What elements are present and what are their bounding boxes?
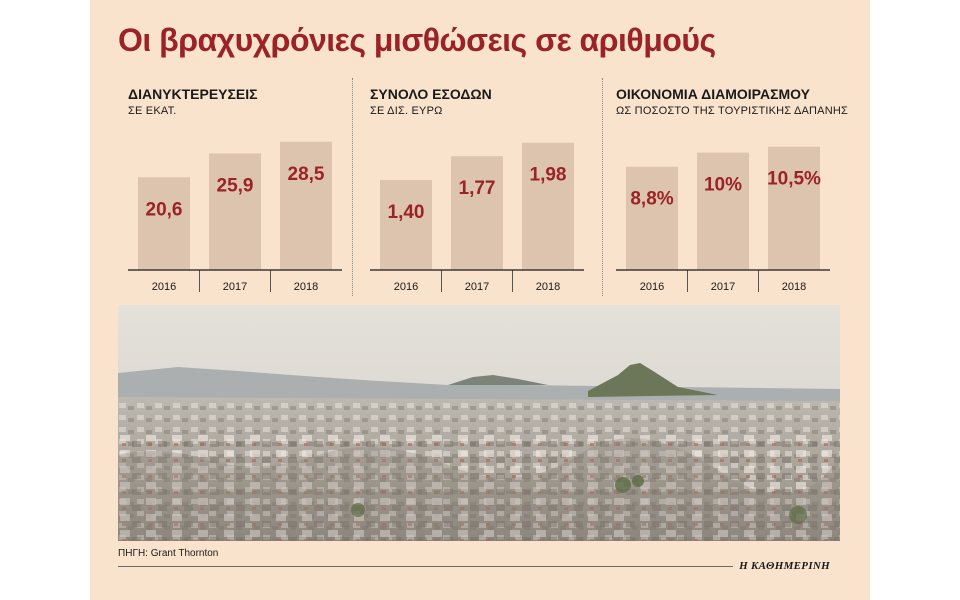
chart-title: ΣΥΝΟΛΟ ΕΣΟΔΩΝ <box>370 86 492 102</box>
chart-overnight-stays: ΔΙΑΝΥΚΤΕΡΕΥΣΕΙΣ ΣΕ ΕΚΑΤ. 20,6 2016 25,9 201… <box>128 80 358 295</box>
tick-label: 2017 <box>465 281 489 293</box>
bar-2016 <box>380 180 432 270</box>
publisher-logo: Η ΚΑΘΗΜΕΡΙΝΗ <box>739 560 830 572</box>
chart-separator <box>602 78 603 296</box>
chart-separator <box>352 78 353 296</box>
bar-2016 <box>626 166 678 270</box>
bar-chart-svg: 20,6 2016 25,9 2017 28,5 2018 <box>128 141 342 293</box>
chart-total-revenue: ΣΥΝΟΛΟ ΕΣΟΔΩΝ ΣΕ ΔΙΣ. ΕΥΡΩ 1,40 2016 1,77 2… <box>370 80 600 295</box>
athens-cityscape-photo <box>118 305 840 541</box>
bar-chart-svg: 8,8% 2016 10% 2017 10,5% 2018 <box>616 146 830 293</box>
data-label: 20,6 <box>146 199 183 220</box>
bar-2017 <box>451 156 503 270</box>
source-note: ΠΗΓΗ: Grant Thornton <box>118 548 219 559</box>
footer-divider <box>118 566 733 567</box>
data-label: 1,40 <box>388 202 425 223</box>
bar-2018 <box>280 141 332 270</box>
tick-label: 2016 <box>640 281 664 293</box>
bar-chart-svg: 1,40 2016 1,77 2017 1,98 2018 <box>370 142 584 293</box>
tick-label: 2018 <box>536 281 560 293</box>
chart-subtitle: ΣΕ ΔΙΣ. ΕΥΡΩ <box>370 105 443 117</box>
main-title: Οι βραχυχρόνιες μισθώσεις σε αριθμούς <box>118 22 716 58</box>
chart-sharing-economy: ΟΙΚΟΝΟΜΙΑ ΔΙΑΜΟΙΡΑΣΜΟΥ ΩΣ ΠΟΣΟΣΤΟ ΤΗΣ ΤΟ… <box>616 80 848 295</box>
chart-title: ΔΙΑΝΥΚΤΕΡΕΥΣΕΙΣ <box>128 86 258 102</box>
tick-label: 2016 <box>394 281 418 293</box>
data-label: 25,9 <box>217 175 254 196</box>
tick-label: 2017 <box>711 281 735 293</box>
chart-subtitle: ΩΣ ΠΟΣΟΣΤΟ ΤΗΣ ΤΟΥΡΙΣΤΙΚΗΣ ΔΑΠΑΝΗΣ <box>616 105 848 117</box>
chart-title: ΟΙΚΟΝΟΜΙΑ ΔΙΑΜΟΙΡΑΣΜΟΥ <box>616 86 810 102</box>
bar-2017 <box>697 152 749 270</box>
bar-2017 <box>209 153 261 270</box>
tick-label: 2017 <box>223 281 247 293</box>
chart-subtitle: ΣΕ ΕΚΑΤ. <box>128 105 177 117</box>
bar-2018 <box>768 146 820 270</box>
data-label: 10,5% <box>767 169 821 190</box>
cityscape-illustration <box>118 305 840 541</box>
bar-2018 <box>522 142 574 270</box>
data-label: 1,98 <box>530 165 567 186</box>
bar-2016 <box>138 177 190 270</box>
tick-label: 2018 <box>294 281 318 293</box>
data-label: 8,8% <box>630 189 673 210</box>
data-label: 28,5 <box>288 164 325 185</box>
data-label: 10% <box>704 175 742 196</box>
tick-label: 2018 <box>782 281 806 293</box>
tick-label: 2016 <box>152 281 176 293</box>
data-label: 1,77 <box>459 178 496 199</box>
